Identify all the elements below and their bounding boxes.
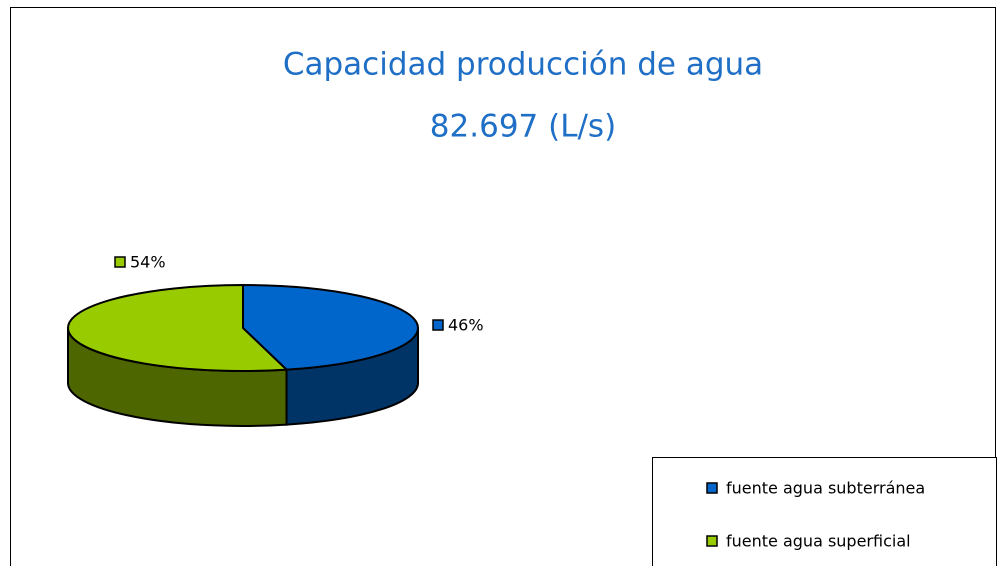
data-label-key (114, 256, 126, 268)
legend-key (706, 482, 718, 494)
legend-box (652, 457, 997, 566)
chart-subtitle: 82.697 (L/s) (430, 109, 616, 145)
pie-slice (67, 283, 289, 372)
legend-key (706, 535, 718, 547)
pie-slice (242, 283, 419, 371)
data-label-key (432, 319, 444, 331)
legend-label: fuente agua subterránea (726, 479, 925, 498)
data-label: 46% (448, 316, 484, 335)
legend-label: fuente agua superficial (726, 532, 911, 551)
chart-title: Capacidad producción de agua (283, 47, 763, 83)
data-label: 54% (130, 253, 166, 272)
